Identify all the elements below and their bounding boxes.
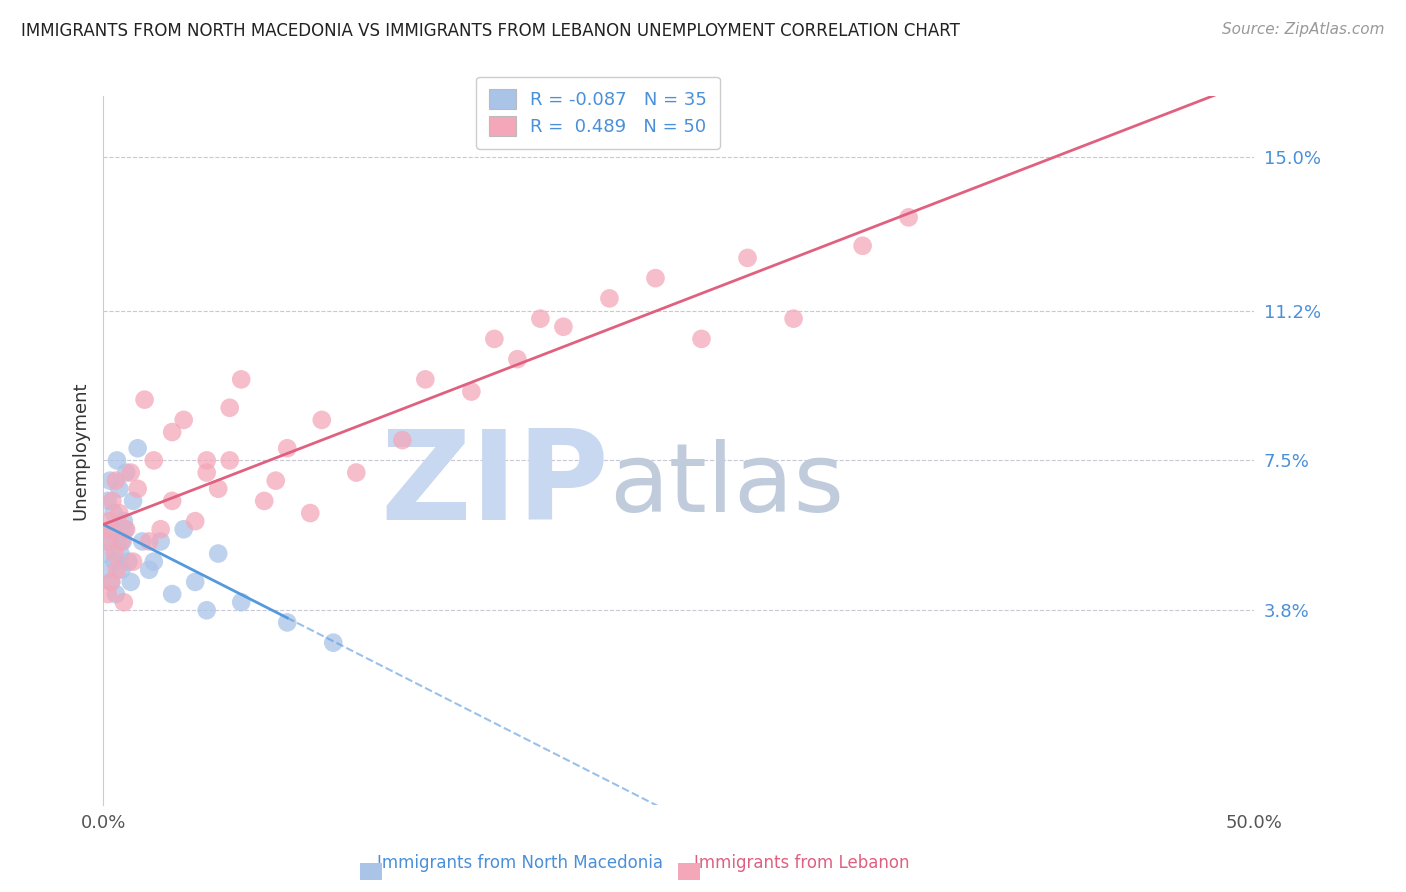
Point <box>311 413 333 427</box>
Point <box>120 466 142 480</box>
Point <box>127 442 149 456</box>
Point <box>276 615 298 630</box>
Point <box>195 453 218 467</box>
Point <box>207 482 229 496</box>
Point <box>897 211 920 225</box>
Point <box>134 392 156 407</box>
Point <box>160 425 183 439</box>
Point <box>184 514 207 528</box>
Point <box>231 595 253 609</box>
Point <box>110 563 132 577</box>
Point <box>105 453 128 467</box>
Point <box>98 474 121 488</box>
Point <box>264 474 287 488</box>
Point <box>253 494 276 508</box>
Point <box>127 482 149 496</box>
Point <box>108 506 131 520</box>
Text: ZIP: ZIP <box>381 425 609 546</box>
Point <box>97 587 120 601</box>
Point <box>415 372 437 386</box>
Point <box>111 534 134 549</box>
Point <box>104 474 127 488</box>
Point <box>344 466 367 480</box>
Point <box>529 311 551 326</box>
Point <box>160 494 183 508</box>
Text: atlas: atlas <box>609 439 845 533</box>
Point <box>122 555 145 569</box>
Point <box>553 319 575 334</box>
Point <box>322 635 344 649</box>
Y-axis label: Unemployment: Unemployment <box>72 381 89 519</box>
Point <box>96 534 118 549</box>
Point <box>173 413 195 427</box>
Point <box>690 332 713 346</box>
Point <box>101 522 124 536</box>
Point <box>108 482 131 496</box>
Point <box>112 595 135 609</box>
Point <box>105 563 128 577</box>
Point <box>97 494 120 508</box>
Point <box>97 514 120 528</box>
Point <box>852 238 875 252</box>
Point <box>142 555 165 569</box>
Point <box>276 442 298 456</box>
Point <box>94 547 117 561</box>
Point <box>506 352 529 367</box>
Point <box>110 534 132 549</box>
Point <box>782 311 804 326</box>
Point <box>184 574 207 589</box>
Point <box>391 433 413 447</box>
Point <box>112 514 135 528</box>
Point <box>96 563 118 577</box>
Point <box>120 574 142 589</box>
Point <box>103 506 125 520</box>
Point <box>104 547 127 561</box>
Point <box>98 522 121 536</box>
Point <box>299 506 322 520</box>
Point <box>131 534 153 549</box>
Point <box>138 563 160 577</box>
Text: Immigrants from Lebanon: Immigrants from Lebanon <box>693 855 910 872</box>
Point <box>598 292 620 306</box>
Point <box>149 534 172 549</box>
Point <box>460 384 482 399</box>
Text: Immigrants from North Macedonia: Immigrants from North Macedonia <box>377 855 664 872</box>
Text: IMMIGRANTS FROM NORTH MACEDONIA VS IMMIGRANTS FROM LEBANON UNEMPLOYMENT CORRELAT: IMMIGRANTS FROM NORTH MACEDONIA VS IMMIG… <box>21 22 960 40</box>
Point <box>218 453 240 467</box>
Point <box>97 534 120 549</box>
Point <box>115 466 138 480</box>
Point <box>207 547 229 561</box>
Point <box>100 574 122 589</box>
Point <box>104 587 127 601</box>
Point <box>195 466 218 480</box>
Point <box>104 555 127 569</box>
Point <box>100 574 122 589</box>
Point <box>195 603 218 617</box>
Point <box>138 534 160 549</box>
Point <box>160 587 183 601</box>
Text: Source: ZipAtlas.com: Source: ZipAtlas.com <box>1222 22 1385 37</box>
Legend: R = -0.087   N = 35, R =  0.489   N = 50: R = -0.087 N = 35, R = 0.489 N = 50 <box>477 77 720 149</box>
Point <box>737 251 759 265</box>
Point <box>122 494 145 508</box>
Point <box>644 271 666 285</box>
Point <box>231 372 253 386</box>
Point <box>115 522 138 536</box>
Point <box>484 332 506 346</box>
Point <box>142 453 165 467</box>
Point <box>110 547 132 561</box>
Point <box>101 494 124 508</box>
Point <box>173 522 195 536</box>
Point <box>218 401 240 415</box>
Point <box>117 555 139 569</box>
Point <box>107 534 129 549</box>
Point <box>114 522 136 536</box>
Point <box>149 522 172 536</box>
